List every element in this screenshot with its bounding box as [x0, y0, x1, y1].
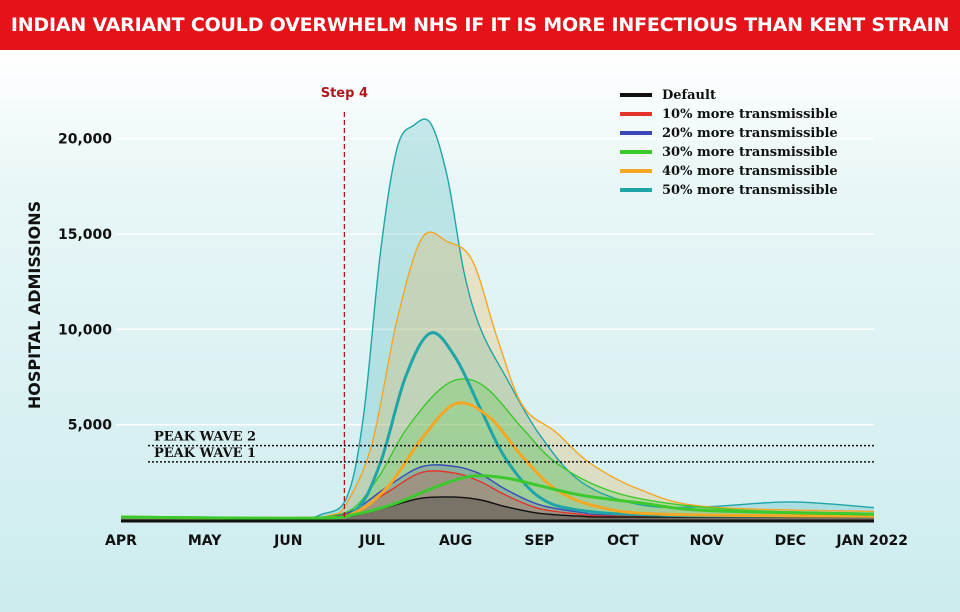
- y-tick-label: 10,000: [58, 322, 112, 338]
- x-tick-label: JUL: [358, 533, 385, 549]
- series-area: [121, 378, 874, 520]
- y-tick-label: 15,000: [58, 227, 112, 243]
- x-tick-label: APR: [105, 533, 137, 549]
- headline: INDIAN VARIANT COULD OVERWHELM NHS IF IT…: [10, 14, 950, 36]
- series-line: [120, 378, 875, 520]
- series-area: [121, 119, 874, 520]
- y-axis-title: HOSPITAL ADMISSIONS: [25, 201, 44, 409]
- x-tick-label: OCT: [607, 533, 639, 549]
- y-tick-label: 5,000: [68, 418, 113, 434]
- reference-line-label: PEAK WAVE 1: [154, 446, 256, 461]
- x-tick-label: AUG: [439, 533, 472, 549]
- x-tick-label: JUN: [273, 533, 302, 549]
- legend-entry: 10% more transmissible: [662, 107, 838, 122]
- series-line: [120, 118, 875, 519]
- x-tick-label: NOV: [690, 533, 724, 549]
- headline-banner: INDIAN VARIANT COULD OVERWHELM NHS IF IT…: [0, 0, 960, 50]
- legend-entry: 20% more transmissible: [662, 126, 838, 141]
- x-tick-label: DEC: [775, 533, 806, 549]
- series-area: [121, 470, 874, 520]
- legend-entry: 50% more transmissible: [662, 183, 838, 198]
- x-tick-label: JAN 2022: [835, 533, 908, 549]
- y-tick-label: 20,000: [58, 132, 112, 148]
- legend-entry: 40% more transmissible: [662, 164, 838, 179]
- x-tick-label: MAY: [188, 533, 222, 549]
- step4-label: Step 4: [321, 86, 368, 101]
- x-tick-label: SEP: [524, 533, 554, 549]
- legend-entry: 30% more transmissible: [662, 145, 838, 160]
- series-area: [121, 232, 874, 521]
- series-line: [120, 231, 875, 520]
- legend-entry: Default: [662, 88, 716, 103]
- series-area: [121, 496, 874, 520]
- series-area: [121, 464, 874, 520]
- inner-trajectory-line: [120, 474, 875, 520]
- reference-line-label: PEAK WAVE 2: [154, 430, 256, 445]
